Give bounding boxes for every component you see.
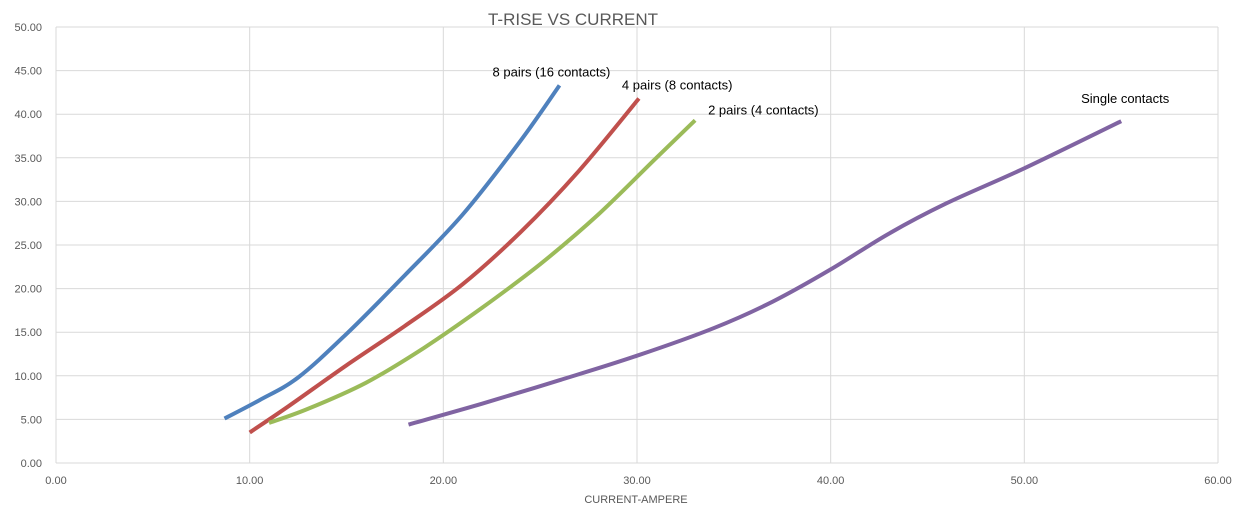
series-lines <box>223 84 1123 435</box>
series-line-4 <box>407 119 1123 427</box>
series-label-2: 4 pairs (8 contacts) <box>622 78 733 93</box>
x-tick-label: 10.00 <box>236 475 264 487</box>
x-tick-label: 20.00 <box>430 475 458 487</box>
x-tick-label: 0.00 <box>45 475 66 487</box>
y-tick-label: 5.00 <box>21 414 42 426</box>
series-line-3 <box>268 118 697 425</box>
y-tick-label: 10.00 <box>14 371 42 383</box>
y-tick-label: 50.00 <box>14 22 42 34</box>
x-axis-title: CURRENT-AMPERE <box>584 494 687 506</box>
chart-title: T-RISE VS CURRENT <box>488 10 658 29</box>
series-labels: 8 pairs (16 contacts) 4 pairs (8 contacts… <box>493 64 1170 117</box>
x-tick-label: 60.00 <box>1204 475 1232 487</box>
series-label-4: Single contacts <box>1081 91 1170 106</box>
series-line-1 <box>223 84 562 421</box>
series-label-1: 8 pairs (16 contacts) <box>493 64 611 79</box>
y-tick-label: 20.00 <box>14 284 42 296</box>
series-line-2 <box>248 97 641 435</box>
gridlines <box>55 26 1219 464</box>
y-tick-label: 25.00 <box>14 240 42 252</box>
y-tick-label: 0.00 <box>21 458 42 470</box>
y-tick-label: 40.00 <box>14 109 42 121</box>
y-tick-label: 45.00 <box>14 66 42 78</box>
y-tick-labels: 0.00 5.00 10.00 15.00 20.00 25.00 30.00 35.00 40… <box>14 22 42 470</box>
x-tick-label: 30.00 <box>623 475 651 487</box>
series-label-3: 2 pairs (4 contacts) <box>708 102 819 117</box>
x-tick-label: 40.00 <box>817 475 845 487</box>
y-tick-label: 35.00 <box>14 153 42 165</box>
x-tick-labels: 0.00 10.00 20.00 30.00 40.00 50.00 60.00 <box>45 475 1231 487</box>
x-tick-label: 50.00 <box>1011 475 1039 487</box>
y-tick-label: 15.00 <box>14 327 42 339</box>
y-tick-label: 30.00 <box>14 196 42 208</box>
